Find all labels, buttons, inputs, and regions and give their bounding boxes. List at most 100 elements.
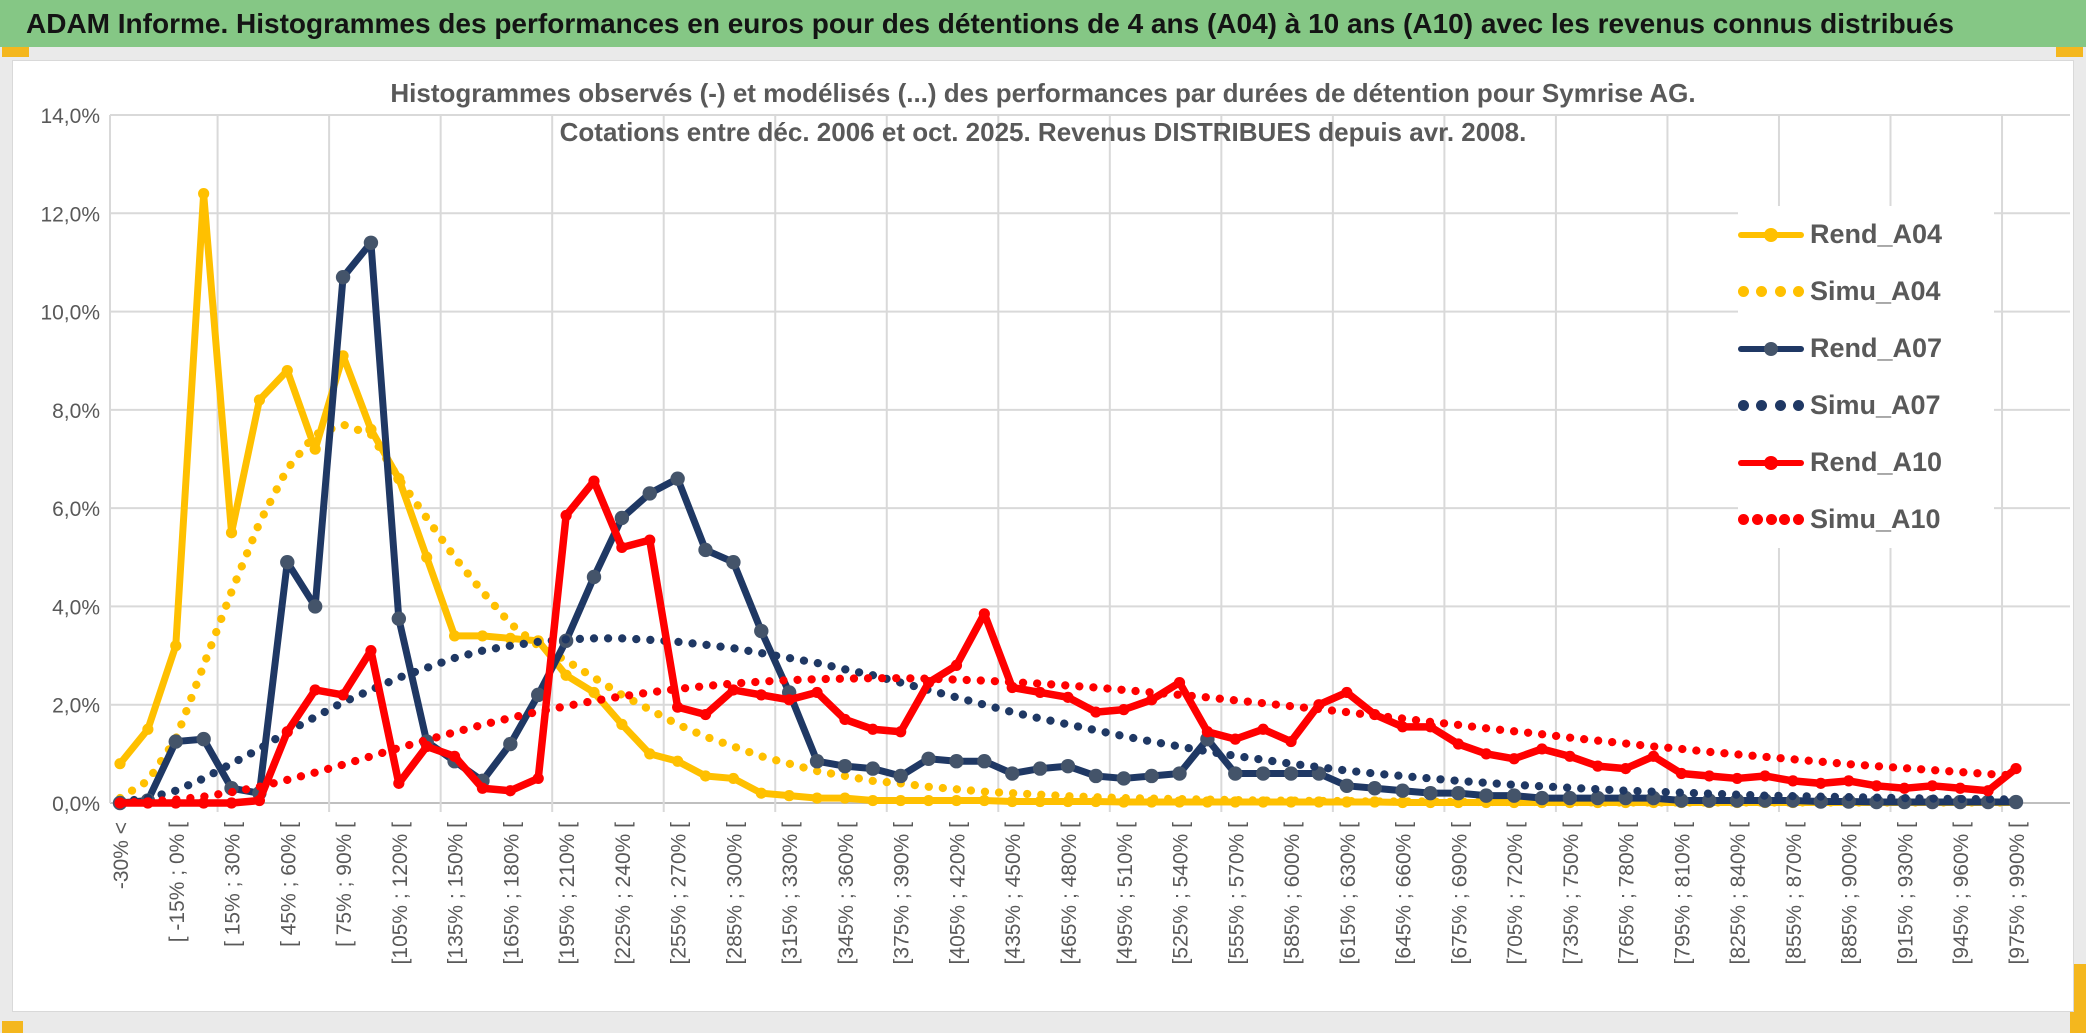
- marker-Rend_A07: [1590, 790, 1605, 806]
- marker-Rend_A10: [1452, 738, 1464, 750]
- marker-Rend_A10: [1592, 760, 1604, 772]
- marker-Rend_A10: [699, 708, 712, 721]
- marker-Rend_A10: [1898, 782, 1911, 794]
- x-tick-label: [ 15% ; 30% [: [222, 822, 245, 947]
- marker-Rend_A04: [560, 669, 572, 681]
- marker-Rend_A10: [1843, 775, 1855, 787]
- marker-Rend_A07: [1339, 778, 1355, 793]
- legend-swatch-solid-navy: [1738, 341, 1804, 356]
- legend-item-rend-a07[interactable]: Rend_A07: [1738, 320, 1994, 377]
- marker-Rend_A10: [755, 689, 767, 701]
- marker-Rend_A10: [1508, 753, 1520, 765]
- legend-swatch-dotted-navy: [1738, 399, 1804, 413]
- marker-Rend_A04: [811, 792, 823, 804]
- legend-label: Rend_A04: [1810, 219, 1943, 249]
- marker-Rend_A10: [950, 659, 963, 671]
- marker-Rend_A04: [337, 350, 349, 362]
- marker-Rend_A07: [1479, 788, 1494, 803]
- legend-item-rend-a04[interactable]: Rend_A04: [1738, 206, 1994, 263]
- marker-Rend_A07: [670, 471, 685, 486]
- marker-Rend_A07: [1088, 768, 1104, 784]
- marker-Rend_A04: [978, 794, 990, 807]
- x-tick-label: [525% ; 540% [: [1170, 822, 1193, 965]
- x-tick-label: [885% ; 900% [: [1839, 822, 1862, 965]
- legend-item-rend-a10[interactable]: Rend_A10: [1738, 434, 1994, 491]
- marker-Rend_A07: [1255, 766, 1271, 781]
- marker-Rend_A10: [1759, 770, 1771, 782]
- marker-Rend_A10: [1229, 733, 1241, 745]
- marker-Rend_A07: [1562, 790, 1578, 806]
- marker-Rend_A07: [1534, 790, 1550, 806]
- marker-Rend_A10: [198, 797, 210, 809]
- marker-Rend_A04: [448, 630, 461, 642]
- x-tick-label: [915% ; 930% [: [1894, 822, 1917, 965]
- legend-item-simu-a07[interactable]: Simu_A07: [1738, 377, 1994, 434]
- y-tick-label: 12,0%: [40, 203, 100, 226]
- marker-Rend_A10: [281, 726, 293, 738]
- marker-Rend_A10: [560, 509, 572, 522]
- marker-Rend_A07: [1144, 768, 1159, 784]
- marker-Rend_A07: [921, 751, 936, 766]
- marker-Rend_A07: [949, 754, 964, 769]
- x-tick-label: [735% ; 750% [: [1560, 822, 1583, 965]
- x-tick-label: [615% ; 630% [: [1337, 822, 1360, 965]
- legend-label: Simu_A04: [1810, 276, 1941, 306]
- marker-Rend_A10: [2010, 762, 2022, 775]
- legend-item-simu-a04[interactable]: Simu_A04: [1738, 263, 1994, 320]
- marker-Rend_A10: [644, 534, 656, 546]
- legend-label: Simu_A10: [1810, 504, 1941, 534]
- marker-Rend_A07: [1116, 771, 1131, 786]
- marker-Rend_A10: [1647, 750, 1660, 762]
- legend-item-simu-a10[interactable]: Simu_A10: [1738, 491, 1994, 548]
- marker-Rend_A07: [196, 731, 211, 747]
- marker-Rend_A07: [1618, 790, 1633, 806]
- marker-Rend_A04: [142, 723, 154, 735]
- marker-Rend_A04: [644, 748, 656, 760]
- marker-Rend_A10: [1257, 723, 1269, 735]
- y-tick-label: 10,0%: [40, 302, 100, 325]
- marker-Rend_A10: [1703, 770, 1715, 782]
- marker-Rend_A10: [1536, 743, 1548, 755]
- marker-Rend_A10: [978, 608, 990, 620]
- marker-Rend_A04: [170, 640, 182, 652]
- marker-Rend_A04: [1006, 795, 1018, 808]
- chart-area: [12, 60, 2074, 1012]
- header-bar: ADAM Informe. Histogrammes des performan…: [0, 0, 2086, 47]
- x-tick-label: [195% ; 210% [: [556, 822, 579, 965]
- marker-Rend_A10: [588, 475, 600, 487]
- x-tick-label: -30% <: [110, 822, 133, 889]
- marker-Rend_A10: [1285, 735, 1297, 748]
- x-tick-label: [675% ; 690% [: [1448, 822, 1471, 965]
- series-Simu_A07: [115, 634, 2021, 807]
- gold-accent-header-left: [2, 47, 29, 57]
- x-tick-label: [285% ; 300% [: [723, 822, 746, 965]
- x-tick-label: [645% ; 660% [: [1393, 822, 1416, 965]
- y-tick-label: 4,0%: [52, 596, 100, 619]
- marker-Rend_A07: [168, 734, 183, 749]
- marker-Rend_A10: [1620, 762, 1632, 775]
- marker-Rend_A10: [811, 686, 823, 699]
- x-tick-label: [495% ; 510% [: [1114, 822, 1137, 965]
- marker-Rend_A10: [1982, 785, 1994, 797]
- marker-Rend_A10: [616, 541, 628, 554]
- series-Rend_A04: [117, 190, 2016, 807]
- marker-Rend_A04: [1034, 795, 1046, 808]
- marker-Rend_A04: [783, 790, 795, 802]
- x-tick-label: [585% ; 600% [: [1281, 822, 1304, 965]
- marker-Rend_A10: [1062, 691, 1074, 703]
- marker-Rend_A10: [1787, 775, 1799, 787]
- marker-Rend_A04: [699, 770, 712, 782]
- marker-Rend_A04: [839, 792, 851, 804]
- marker-Rend_A07: [1367, 781, 1382, 796]
- gold-accent-bottom-left: [2, 1021, 23, 1033]
- legend-label: Rend_A10: [1810, 447, 1943, 477]
- marker-Rend_A07: [1451, 785, 1466, 801]
- marker-Rend_A04: [922, 794, 935, 807]
- x-tick-label: [225% ; 240% [: [612, 822, 635, 965]
- legend-label: Rend_A07: [1810, 333, 1943, 363]
- marker-Rend_A04: [198, 188, 210, 200]
- y-tick-label: 2,0%: [52, 695, 100, 718]
- marker-Rend_A07: [809, 754, 825, 769]
- marker-Rend_A10: [476, 782, 489, 794]
